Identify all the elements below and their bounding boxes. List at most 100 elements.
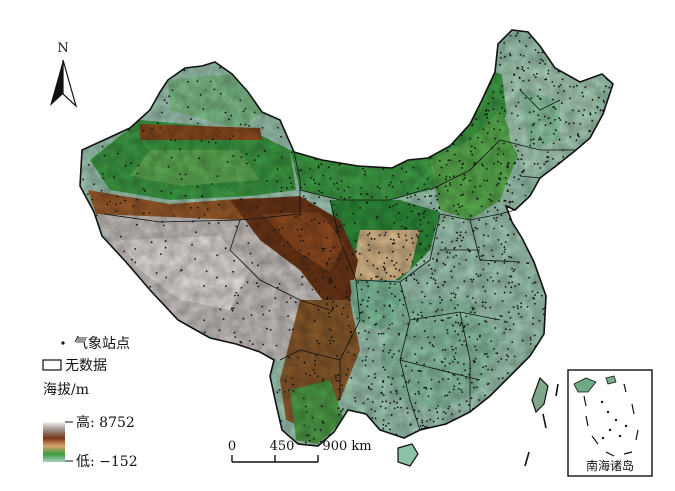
station-dot: [458, 403, 461, 406]
station-dot: [462, 236, 465, 239]
station-dot: [280, 135, 282, 138]
station-dot: [246, 162, 248, 165]
station-dot: [493, 227, 495, 230]
station-dot: [317, 308, 320, 311]
station-dot: [312, 179, 315, 181]
station-dot: [268, 309, 271, 312]
station-dot: [445, 178, 448, 181]
station-dot: [522, 169, 525, 172]
station-dot: [470, 278, 472, 281]
station-dot: [364, 359, 367, 362]
station-dot: [490, 249, 493, 252]
station-dot: [286, 187, 288, 189]
station-dot: [366, 305, 369, 308]
station-dot: [463, 280, 466, 283]
station-dot: [150, 241, 153, 244]
station-dot: [519, 174, 522, 177]
station-dot: [473, 386, 476, 389]
station-dot: [450, 270, 452, 273]
station-dot: [463, 340, 466, 342]
station-dot: [484, 307, 487, 309]
station-dot: [385, 231, 387, 234]
station-dot: [360, 273, 362, 276]
station-dot: [510, 81, 513, 83]
station-dot: [518, 76, 521, 79]
station-dot: [454, 358, 456, 360]
station-dot: [463, 363, 465, 366]
station-dot: [323, 220, 325, 223]
nodata-swatch-icon: [42, 359, 62, 371]
station-dot: [311, 416, 314, 419]
station-dot: [367, 285, 369, 288]
station-dot: [201, 195, 203, 198]
station-dot: [496, 153, 499, 156]
station-dot: [483, 245, 485, 247]
station-dot: [457, 333, 459, 336]
station-dot: [329, 342, 332, 345]
station-dot: [534, 49, 537, 51]
station-dot: [462, 178, 465, 181]
station-dot: [456, 287, 459, 289]
taiwan-island: [531, 376, 549, 414]
station-dot: [435, 209, 438, 212]
station-dot: [426, 282, 429, 285]
station-dot: [495, 184, 498, 187]
station-dot: [596, 107, 599, 109]
station-dot: [446, 150, 449, 153]
station-dot: [431, 272, 434, 275]
station-dot: [529, 144, 531, 147]
station-dot: [429, 157, 432, 159]
station-dot: [519, 88, 522, 91]
station-dot: [500, 243, 503, 245]
station-dot: [499, 314, 501, 317]
station-dot: [318, 183, 321, 186]
station-dot: [247, 242, 250, 245]
station-dot: [542, 60, 545, 62]
station-dot: [342, 307, 345, 309]
station-dot: [544, 63, 546, 65]
station-dot: [465, 344, 468, 347]
station-dot: [322, 174, 325, 177]
station-dot: [584, 86, 587, 89]
station-dot: [457, 322, 460, 324]
station-dot: [170, 192, 173, 195]
station-dot: [170, 139, 172, 141]
station-dot: [529, 336, 532, 339]
station-dot: [290, 151, 293, 154]
station-dot: [472, 229, 475, 232]
station-dot: [467, 248, 469, 251]
station-dot: [479, 336, 481, 338]
station-dot: [458, 160, 461, 162]
station-dot: [456, 231, 458, 234]
station-dot: [248, 125, 250, 127]
station-dot: [530, 131, 533, 133]
station-dot: [365, 201, 368, 204]
station-dot: [506, 183, 508, 185]
station-dot: [454, 296, 456, 299]
station-dot: [296, 228, 299, 231]
station-dot: [539, 88, 541, 91]
station-dot: [459, 245, 462, 248]
station-dot: [482, 254, 485, 257]
station-dot: [466, 295, 469, 298]
station-dot: [444, 358, 446, 360]
station-dot: [413, 273, 415, 275]
station-dot: [149, 285, 152, 288]
station-dot: [235, 225, 238, 228]
station-dot: [507, 163, 509, 166]
station-dot: [503, 109, 506, 112]
station-dot: [444, 395, 447, 397]
station-dot: [542, 141, 544, 144]
station-dot: [541, 51, 544, 54]
station-dot: [451, 240, 453, 243]
station-dot: [389, 206, 391, 209]
station-dot: [482, 366, 485, 369]
station-dot: [321, 420, 324, 423]
station-dot: [591, 98, 594, 101]
station-dot: [480, 255, 483, 258]
station-dot: [364, 329, 367, 332]
station-dot: [323, 247, 326, 250]
station-dot: [382, 423, 385, 426]
station-dot: [416, 361, 418, 364]
station-dot: [425, 386, 427, 389]
